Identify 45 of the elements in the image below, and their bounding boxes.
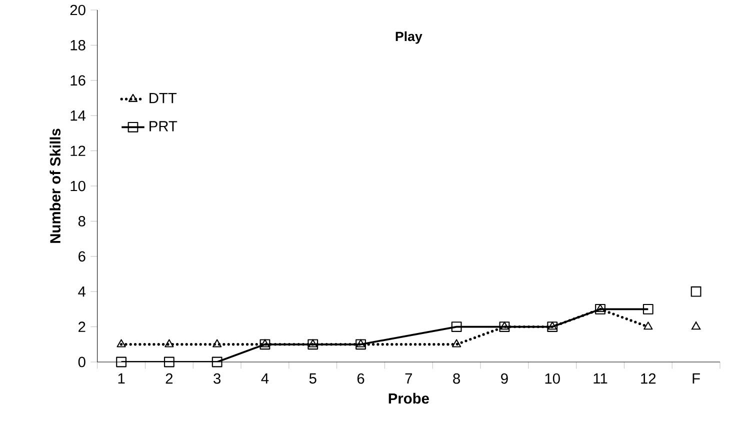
y-tick-label: 8 — [78, 216, 86, 226]
y-tick-label: 4 — [78, 286, 86, 297]
x-tick-label: 12 — [641, 373, 656, 384]
y-tick-label: 18 — [70, 40, 86, 50]
x-tick-label: 9 — [501, 373, 508, 384]
x-axis-title: Probe — [388, 392, 429, 404]
text: Play — [396, 31, 422, 44]
point — [308, 339, 318, 348]
x-tick-label: F — [692, 373, 700, 384]
y-tick-label: 14 — [70, 110, 86, 121]
point — [212, 339, 222, 348]
x-tick-label: 5 — [309, 373, 316, 384]
point — [308, 339, 318, 350]
y-tick-label: 20 — [70, 4, 86, 16]
point — [356, 339, 366, 348]
point — [451, 322, 462, 332]
legend-label: DTT — [150, 93, 177, 104]
x-tick-label: 2 — [166, 373, 173, 384]
point — [356, 339, 366, 350]
x-tick-label: 8 — [453, 373, 460, 384]
legend-label: PRT — [150, 121, 178, 132]
point — [642, 304, 654, 314]
x-tick-label: 11 — [594, 373, 608, 384]
point — [452, 339, 462, 348]
y-tick-label: 12 — [70, 146, 86, 156]
x-tick-label: 3 — [214, 373, 221, 384]
point — [212, 356, 222, 368]
x-tick-label: 6 — [357, 373, 364, 384]
y-axis-title: Number of Skills — [50, 128, 60, 243]
point — [260, 339, 270, 348]
point — [116, 339, 126, 348]
x-tick-label: 10 — [545, 373, 560, 384]
x-tick-label: 1 — [118, 373, 125, 384]
point — [164, 356, 174, 368]
point — [260, 339, 270, 350]
x-tick-label: 4 — [261, 373, 269, 384]
y-tick-label: 2 — [78, 322, 86, 332]
y-tick-label: 6 — [78, 251, 86, 262]
point — [116, 356, 126, 368]
x-tick-label: 7 — [405, 373, 412, 384]
point — [644, 322, 653, 330]
y-tick-label: 0 — [78, 356, 86, 368]
point — [164, 339, 174, 348]
y-tick-label: 16 — [70, 75, 86, 86]
y-tick-label: 10 — [70, 180, 86, 192]
